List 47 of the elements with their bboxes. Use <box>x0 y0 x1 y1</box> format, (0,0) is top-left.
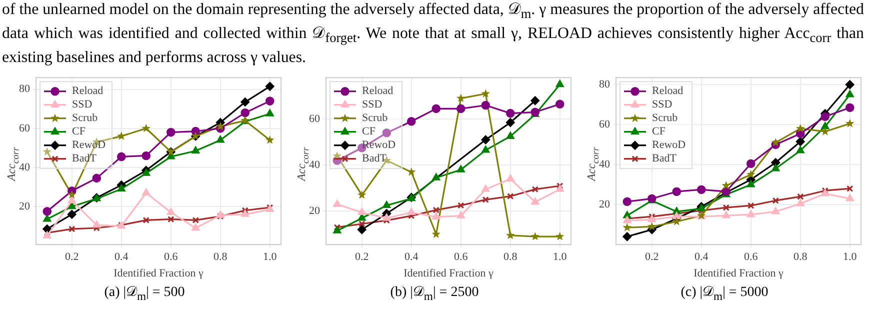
text: (a) |𝒟$_{m}$| = 500 <box>103 285 186 303</box>
y-tick-label: 20 <box>309 205 320 218</box>
legend-label: Scrub <box>72 112 98 124</box>
legend-label: SSD <box>652 98 672 111</box>
legend-label: SSD <box>362 98 382 111</box>
y-tick-label: 60 <box>309 112 320 125</box>
x-axis-title: Identified Fraction γ <box>114 267 204 280</box>
text: (c) |𝒟$_{m}$| = 5000 <box>680 285 770 303</box>
legend-label: SSD <box>72 98 92 111</box>
legend-label: Reload <box>362 85 394 98</box>
x-tick-label: 0.6 <box>454 251 468 264</box>
legend-label: RewoD <box>652 139 686 152</box>
x-tick-label: 0.8 <box>503 251 518 264</box>
legend-label: CF <box>652 126 666 138</box>
x-axis-title: Identified Fraction γ <box>694 267 784 280</box>
x-tick-label: 0.2 <box>645 251 659 264</box>
legend-label: BadT <box>652 152 677 165</box>
text: (b) |𝒟$_{m}$| = 2500 <box>389 285 480 303</box>
x-tick-label: 0.2 <box>65 251 79 264</box>
y-tick-label: 80 <box>19 83 30 96</box>
legend-label: Scrub <box>362 112 388 124</box>
legend-label: Reload <box>72 85 104 98</box>
y-tick-label: 60 <box>19 122 30 134</box>
y-tick-label: 80 <box>599 78 610 90</box>
x-tick-label: 0.4 <box>404 251 419 264</box>
legend-label: Reload <box>652 85 684 98</box>
y-tick-label: 20 <box>599 198 610 210</box>
x-tick-label: 0.4 <box>694 251 709 264</box>
legend-label: Scrub <box>652 112 678 124</box>
x-tick-label: 0.4 <box>114 251 129 264</box>
x-axis-title: Identified Fraction γ <box>404 267 494 280</box>
x-tick-label: 1.0 <box>842 251 858 264</box>
legend-label: CF <box>72 126 86 138</box>
legend-label: CF <box>362 126 376 138</box>
x-tick-label: 0.8 <box>793 251 808 264</box>
y-tick-label: 60 <box>599 118 610 130</box>
y-tick-label: 40 <box>599 158 610 170</box>
x-tick-label: 1.0 <box>262 251 278 264</box>
y-tick-label: 20 <box>19 200 30 212</box>
x-tick-label: 0.2 <box>355 251 369 264</box>
x-tick-label: 0.6 <box>164 251 178 264</box>
x-tick-label: 1.0 <box>552 251 568 264</box>
x-tick-label: 0.6 <box>744 251 758 264</box>
x-tick-label: 0.8 <box>213 251 228 264</box>
y-tick-label: 40 <box>19 161 30 174</box>
text: of the unlearned model on the domain representing the adversely affected data, 𝒟$_{m}$. γ measures the proportion of the adversely affected data which was identified and collected within 𝒟$_{forget}$. We note that at small γ, RELOAD achieves consistently higher Acc$_{corr}$ than existing baselines and performs across γ values. <box>2 1 864 66</box>
y-tick-label: 40 <box>309 159 320 172</box>
